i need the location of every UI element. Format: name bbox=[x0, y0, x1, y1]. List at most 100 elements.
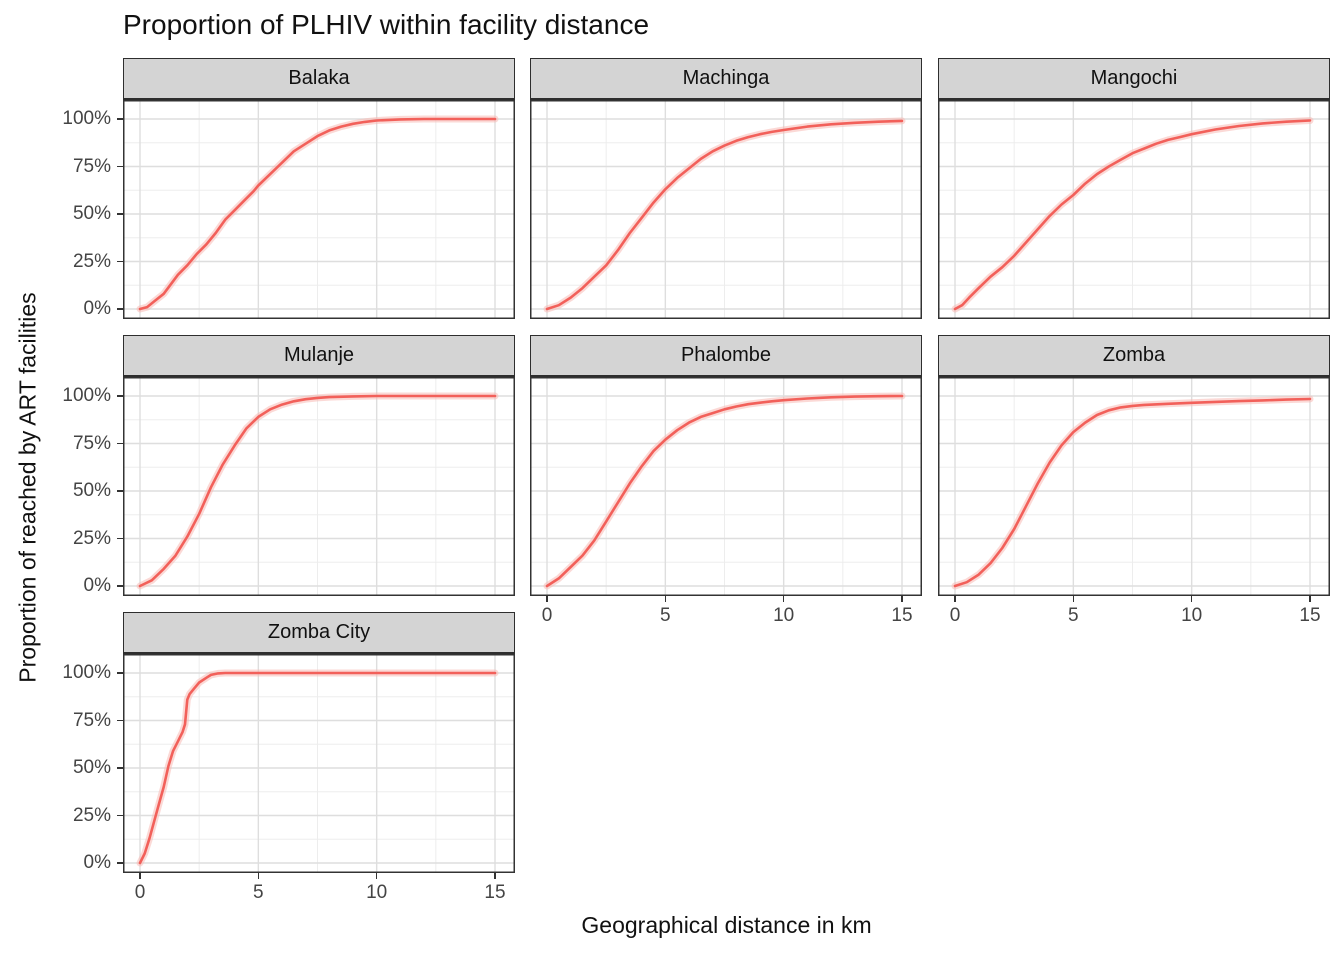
facet-strip: Machinga bbox=[530, 58, 922, 100]
y-tick-mark bbox=[117, 165, 123, 168]
panel-border bbox=[530, 100, 922, 319]
x-tick-label: 5 bbox=[660, 605, 671, 626]
x-tick-label: 15 bbox=[1299, 605, 1321, 626]
panel-background bbox=[123, 377, 515, 596]
facet-strip-label: Balaka bbox=[288, 67, 350, 89]
y-tick-mark bbox=[117, 490, 123, 492]
y-tick-label: 50% bbox=[72, 480, 111, 501]
x-tick-mark bbox=[901, 596, 903, 602]
x-tick-mark bbox=[1309, 596, 1311, 602]
facet-strip-label: Machinga bbox=[682, 67, 770, 89]
panel-background bbox=[938, 377, 1330, 596]
proportion-curve bbox=[138, 394, 497, 588]
panel-background bbox=[530, 100, 922, 319]
facet-strip: Zomba bbox=[938, 335, 1330, 377]
facet-panel bbox=[938, 100, 1330, 319]
x-tick-mark bbox=[1072, 596, 1075, 602]
x-tick-label: 10 bbox=[1181, 605, 1203, 626]
facet-mulanje: Mulanje bbox=[123, 335, 515, 596]
facet-panel bbox=[530, 377, 922, 596]
panel-border bbox=[123, 377, 515, 596]
y-tick-mark bbox=[117, 308, 123, 310]
y-tick-label: 100% bbox=[62, 385, 111, 406]
x-tick-label: 15 bbox=[484, 882, 506, 903]
y-tick-mark bbox=[117, 719, 123, 722]
proportion-curve bbox=[545, 394, 904, 588]
y-axis-title: Proportion of reached by ART facilities bbox=[14, 292, 41, 683]
y-tick-label: 75% bbox=[72, 709, 111, 731]
facet-strip: Mangochi bbox=[938, 58, 1330, 100]
panel-border bbox=[938, 377, 1330, 596]
y-tick-mark bbox=[117, 862, 123, 864]
panel-background bbox=[938, 100, 1330, 319]
facet-plot-svg bbox=[530, 100, 922, 319]
proportion-curve bbox=[545, 119, 904, 311]
facet-strip-label: Zomba City bbox=[267, 621, 371, 643]
facet-mangochi: Mangochi bbox=[938, 58, 1330, 319]
y-tick-mark bbox=[117, 213, 123, 215]
x-axis-title: Geographical distance in km bbox=[581, 912, 872, 938]
y-tick-mark bbox=[117, 537, 123, 540]
y-tick-label: 25% bbox=[72, 804, 111, 826]
x-tick-mark bbox=[1190, 596, 1193, 602]
facet-plot-svg bbox=[530, 377, 922, 596]
x-tick-label: 0 bbox=[949, 605, 961, 626]
facet-strip-label: Zomba bbox=[1102, 344, 1166, 366]
facet-strip-label: Mangochi bbox=[1090, 67, 1178, 89]
x-tick-mark bbox=[494, 873, 496, 879]
x-tick-label: 0 bbox=[134, 882, 146, 903]
x-tick-mark bbox=[954, 596, 956, 602]
x-tick-mark bbox=[257, 873, 260, 879]
x-tick-mark bbox=[546, 596, 548, 602]
y-tick-label: 75% bbox=[72, 155, 111, 177]
facet-panel bbox=[123, 654, 515, 873]
y-tick-label: 100% bbox=[62, 108, 111, 129]
x-tick-mark bbox=[782, 596, 785, 602]
panel-background bbox=[530, 377, 922, 596]
y-tick-mark bbox=[117, 118, 123, 120]
facet-plot-svg bbox=[938, 377, 1330, 596]
facet-strip: Zomba City bbox=[123, 612, 515, 654]
x-tick-label: 5 bbox=[1068, 605, 1079, 626]
facet-strip: Phalombe bbox=[530, 335, 922, 377]
facet-strip-label: Phalombe bbox=[680, 344, 772, 366]
panel-border bbox=[938, 100, 1330, 319]
x-tick-mark bbox=[139, 873, 141, 879]
y-tick-mark bbox=[117, 585, 123, 587]
x-tick-mark bbox=[375, 873, 378, 879]
y-tick-label: 0% bbox=[83, 575, 111, 596]
chart-title: Proportion of PLHIV within facility dist… bbox=[123, 9, 650, 40]
facet-zomba-city: Zomba City bbox=[123, 612, 515, 873]
y-tick-mark bbox=[117, 767, 123, 769]
y-tick-label: 100% bbox=[62, 662, 111, 683]
y-tick-label: 25% bbox=[72, 250, 111, 272]
x-tick-label: 10 bbox=[773, 605, 795, 626]
facet-phalombe: Phalombe bbox=[530, 335, 922, 596]
proportion-curve bbox=[953, 119, 1312, 311]
x-tick-label: 15 bbox=[891, 605, 913, 626]
facet-zomba: Zomba bbox=[938, 335, 1330, 596]
facet-panel bbox=[530, 100, 922, 319]
x-tick-label: 5 bbox=[253, 882, 264, 903]
y-tick-label: 0% bbox=[83, 852, 111, 873]
panel-border bbox=[530, 377, 922, 596]
panel-border bbox=[123, 654, 515, 873]
facet-plot-svg bbox=[938, 100, 1330, 319]
facet-plot-svg bbox=[123, 100, 515, 319]
y-tick-label: 0% bbox=[83, 298, 111, 319]
x-tick-label: 10 bbox=[366, 882, 388, 903]
y-tick-label: 25% bbox=[72, 527, 111, 549]
y-tick-mark bbox=[117, 814, 123, 817]
facet-strip: Balaka bbox=[123, 58, 515, 100]
facet-strip: Mulanje bbox=[123, 335, 515, 377]
y-tick-mark bbox=[117, 672, 123, 674]
facet-machinga: Machinga bbox=[530, 58, 922, 319]
facet-balaka: Balaka bbox=[123, 58, 515, 319]
facet-panel bbox=[938, 377, 1330, 596]
y-tick-mark bbox=[117, 395, 123, 397]
panel-background bbox=[123, 654, 515, 873]
y-tick-label: 75% bbox=[72, 432, 111, 454]
proportion-curve bbox=[138, 671, 497, 865]
facet-strip-label: Mulanje bbox=[283, 344, 355, 366]
y-tick-mark bbox=[117, 260, 123, 263]
